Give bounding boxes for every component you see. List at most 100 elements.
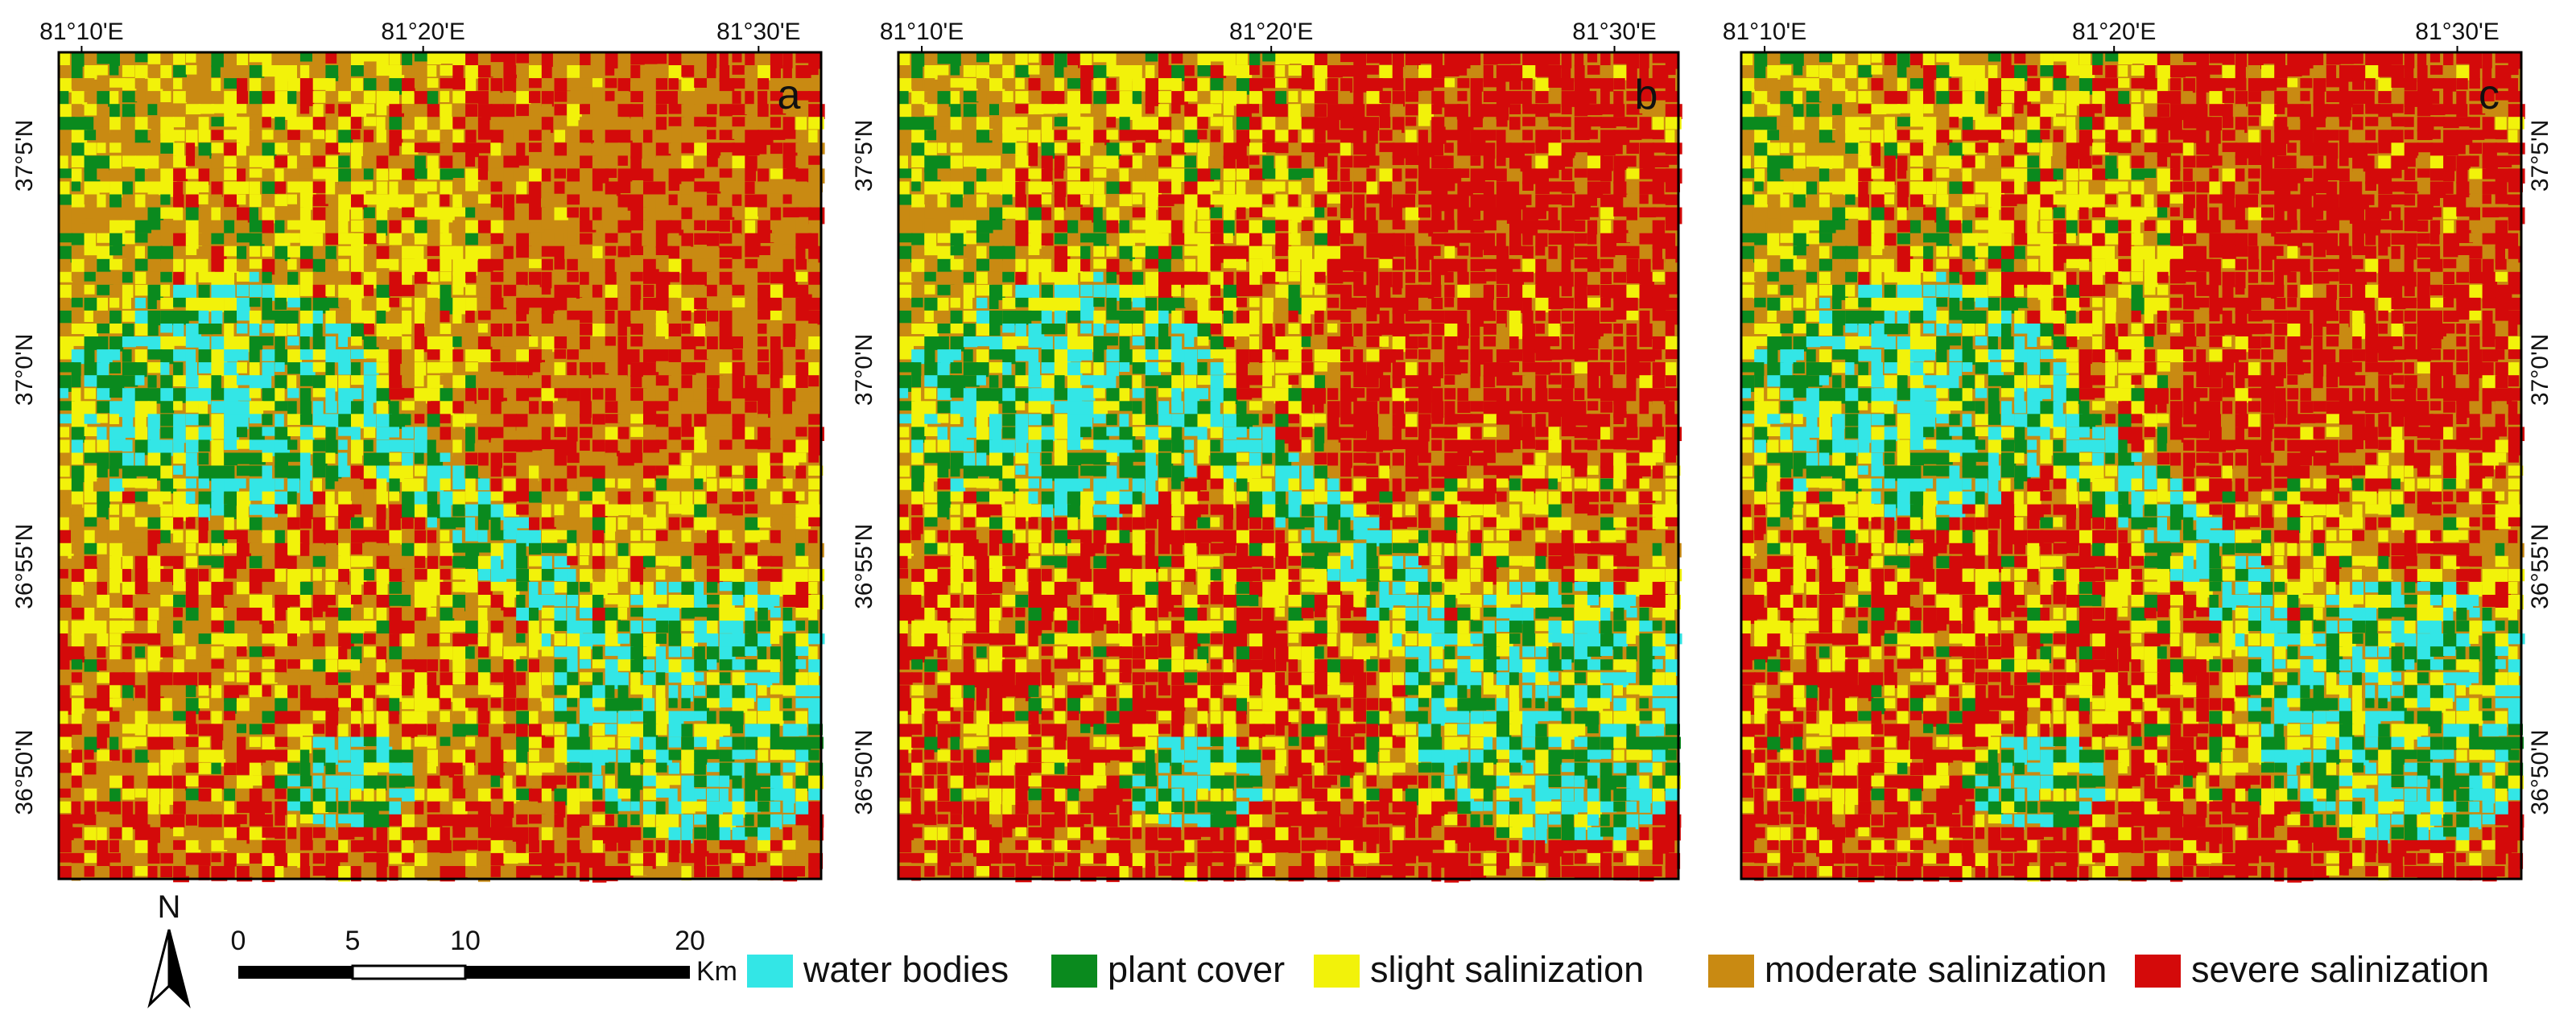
map-cell xyxy=(758,608,768,621)
map-cell xyxy=(605,505,619,516)
map-cell xyxy=(733,221,742,235)
map-cell xyxy=(1093,117,1106,130)
map-cell xyxy=(402,233,414,246)
map-cell xyxy=(351,466,365,480)
map-cell xyxy=(1002,208,1016,219)
map-cell xyxy=(555,505,564,516)
map-cell xyxy=(440,168,453,179)
map-cell xyxy=(1029,259,1043,272)
map-cell xyxy=(313,414,326,425)
map-cell xyxy=(618,362,628,377)
map-cell xyxy=(427,840,442,852)
map-cell xyxy=(1055,221,1069,233)
map-cell xyxy=(707,155,718,167)
map-cell xyxy=(1211,142,1220,155)
map-cell xyxy=(250,221,262,233)
map-cell xyxy=(59,349,73,359)
map-cell xyxy=(1055,52,1067,68)
map-cell xyxy=(516,776,526,787)
map-cell xyxy=(135,633,150,644)
map-cell xyxy=(758,246,771,255)
map-cell xyxy=(452,466,464,481)
map-cell xyxy=(415,621,428,635)
map-cell xyxy=(465,840,478,850)
map-cell xyxy=(783,711,795,720)
map-cell xyxy=(567,776,576,789)
map-cell xyxy=(567,492,577,501)
map-cell xyxy=(542,285,551,295)
map-cell xyxy=(976,78,987,89)
map-cell xyxy=(1380,52,1392,64)
map-cell xyxy=(1353,91,1363,105)
map-cell xyxy=(898,91,909,105)
map-cell xyxy=(313,130,324,139)
map-cell xyxy=(938,259,952,272)
map-cell xyxy=(122,246,135,257)
map-cell xyxy=(389,840,401,852)
map-cell xyxy=(452,195,462,208)
map-cell xyxy=(97,104,108,118)
map-cell xyxy=(1315,285,1326,295)
map-cell xyxy=(199,582,212,596)
map-cell xyxy=(85,439,96,455)
map-cell xyxy=(1380,195,1392,208)
map-cell xyxy=(1093,168,1106,177)
map-cell xyxy=(618,246,630,258)
map-cell xyxy=(1380,246,1393,260)
map-cell xyxy=(1406,130,1417,142)
map-cell xyxy=(605,142,620,156)
map-cell xyxy=(1302,104,1315,115)
map-cell xyxy=(85,195,98,205)
map-cell xyxy=(669,827,681,840)
map-cell xyxy=(605,711,617,723)
map-cell xyxy=(1613,259,1623,269)
map-cell xyxy=(300,401,312,416)
map-cell xyxy=(97,595,110,609)
map-cell xyxy=(377,233,386,244)
map-cell xyxy=(325,827,335,841)
map-cell xyxy=(733,815,744,826)
map-cell xyxy=(427,324,437,338)
map-cell xyxy=(364,659,375,669)
map-cell xyxy=(795,866,805,876)
map-cell xyxy=(1562,208,1575,221)
map-cell xyxy=(567,866,576,880)
map-cell xyxy=(275,52,289,64)
map-cell xyxy=(656,362,666,372)
map-cell xyxy=(377,840,388,853)
map-cell xyxy=(122,453,134,467)
map-cell xyxy=(72,840,84,854)
map-cell xyxy=(938,130,951,144)
map-cell xyxy=(1002,285,1012,297)
map-cell xyxy=(1575,155,1587,166)
map-cell xyxy=(605,336,616,346)
map-cell xyxy=(555,168,567,178)
map-cell xyxy=(733,414,746,428)
map-cell xyxy=(478,672,490,687)
map-cell xyxy=(275,142,289,154)
map-cell xyxy=(351,130,361,139)
map-cell xyxy=(529,78,543,88)
map-cell xyxy=(173,104,188,113)
map-cell xyxy=(186,621,199,636)
map-cell xyxy=(516,311,526,321)
map-cell xyxy=(389,737,401,747)
map-cell xyxy=(262,633,277,644)
map-cell xyxy=(745,221,755,234)
map-cell xyxy=(1340,272,1356,283)
map-cell xyxy=(1549,259,1560,270)
map-cell xyxy=(618,582,633,596)
map-cell xyxy=(1015,182,1025,197)
map-cell xyxy=(808,324,817,336)
map-cell xyxy=(1171,52,1183,64)
map-cell xyxy=(516,505,529,515)
map-cell xyxy=(478,130,493,139)
map-cell xyxy=(478,142,490,153)
map-cell xyxy=(694,582,704,596)
map-cell xyxy=(808,349,821,359)
map-cell xyxy=(59,259,71,269)
map-cell xyxy=(1380,78,1395,88)
map-cell xyxy=(364,569,374,580)
map-cell xyxy=(465,518,475,531)
map-cell xyxy=(415,750,427,761)
